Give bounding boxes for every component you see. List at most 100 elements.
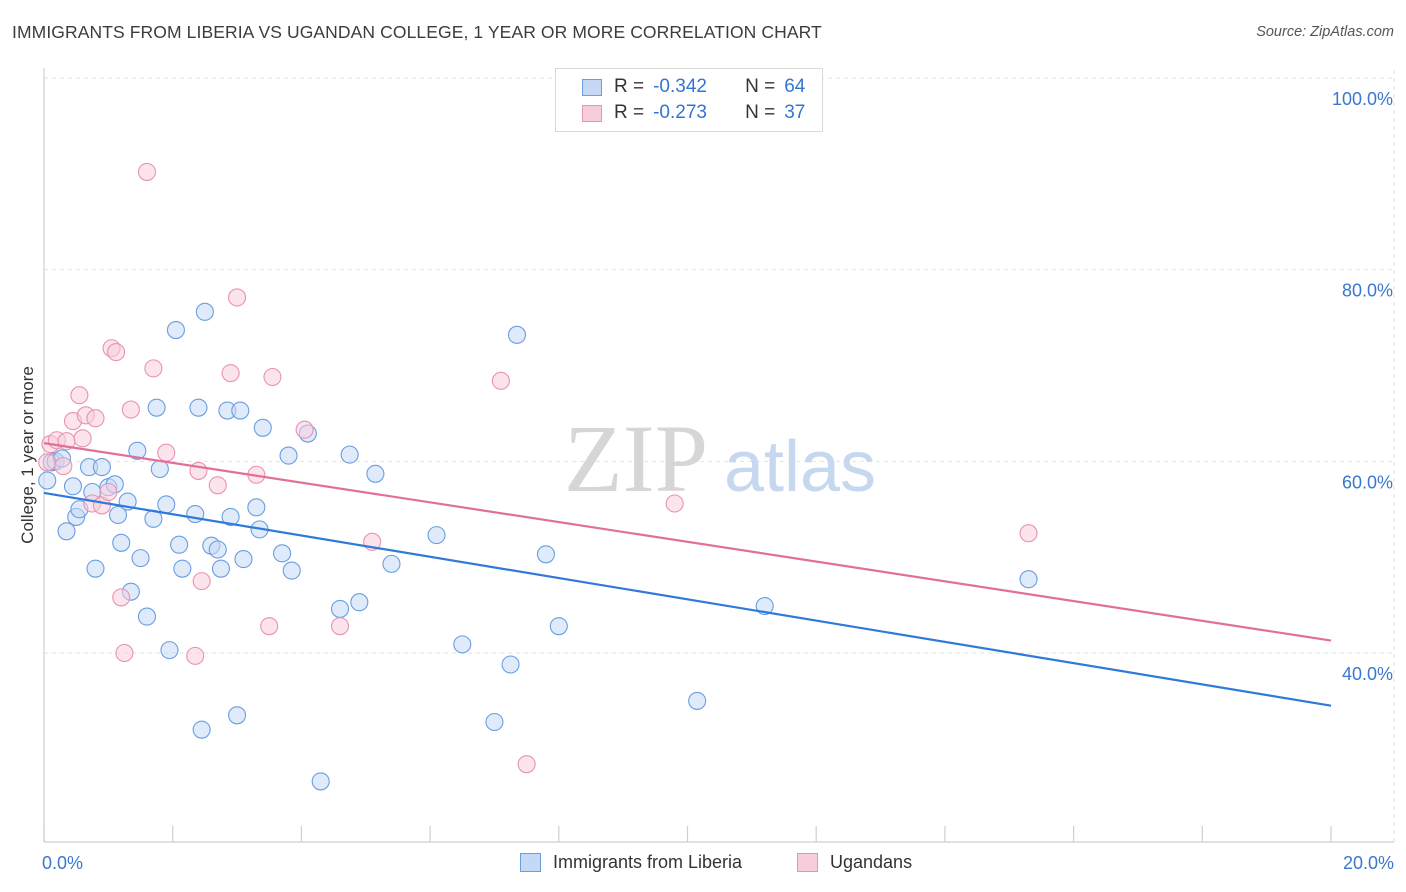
point-ugandans [107,343,126,362]
legend-n-prefix: N = [745,102,776,123]
point-liberia [1019,570,1038,589]
point-ugandans [517,755,536,774]
trend-line-liberia [43,491,1332,707]
point-ugandans [86,409,105,428]
point-liberia [330,599,350,618]
point-liberia [192,720,211,739]
point-liberia [350,593,369,612]
legend-row-liberia: R = -0.342 N = 64 [582,75,805,99]
point-liberia [189,398,208,417]
point-ugandans [99,482,118,502]
point-ugandans [1019,524,1038,543]
point-liberia [57,522,76,541]
point-liberia [63,477,83,496]
point-liberia [208,540,227,559]
point-liberia [195,302,214,321]
point-ugandans [263,367,282,387]
legend-swatch-liberia [582,78,602,96]
data-points [38,162,1038,791]
point-liberia [340,445,359,464]
series-legend: Immigrants from Liberia Ugandans [0,852,1406,876]
point-liberia [501,655,520,674]
legend-item-liberia[interactable]: Immigrants from Liberia [520,852,742,873]
legend-n-value-ugandans: 37 [784,102,806,123]
point-liberia [453,635,472,654]
point-ugandans [54,457,73,476]
point-liberia [507,325,527,344]
point-liberia [166,320,185,340]
tick-labels: 40.0% 60.0% 80.0% 100.0% 0.0% 20.0% [42,89,1394,873]
axes [43,68,1394,843]
point-liberia [157,495,176,514]
point-ugandans [208,476,227,495]
legend-n-prefix: N = [745,76,776,97]
point-ugandans [121,400,140,419]
legend-row-ugandans: R = -0.273 N = 37 [582,101,805,125]
point-liberia [221,507,240,526]
point-liberia [147,398,166,417]
point-liberia [128,441,147,460]
y-axis-label: College, 1 year or more [18,366,37,544]
y-tick-label: 100.0% [1332,89,1393,109]
y-tick-label: 80.0% [1342,281,1393,301]
point-liberia [485,712,504,732]
point-liberia [150,459,169,479]
point-ugandans [260,617,279,636]
point-liberia [137,607,157,626]
watermark-atlas: atlas [724,427,876,507]
legend-n-value-liberia: 64 [784,76,806,97]
legend-swatch-ugandans [797,853,818,872]
point-ugandans [192,572,211,591]
point-ugandans [70,386,89,405]
point-liberia [536,545,555,564]
point-liberia [170,535,189,554]
point-liberia [160,641,179,660]
x-tick-label-max: 20.0% [1343,853,1394,873]
point-liberia [173,559,192,578]
point-liberia [231,401,250,420]
chart-title: IMMIGRANTS FROM LIBERIA VS UGANDAN COLLE… [12,22,822,42]
legend-r-value-liberia: -0.342 [653,76,707,97]
point-liberia [311,772,330,791]
point-ugandans [112,588,131,607]
point-liberia [279,446,298,465]
stats-legend: R = -0.342 N = 64 R = -0.273 N = 37 [555,68,823,132]
point-liberia [108,505,128,525]
point-liberia [282,561,301,580]
point-liberia [382,554,401,573]
point-liberia [688,691,707,710]
point-ugandans [665,494,684,513]
watermark-zip: ZIP [564,405,708,512]
legend-swatch-liberia [520,853,541,872]
trend-lines [43,442,1332,707]
point-liberia [366,464,385,483]
point-ugandans [491,371,510,390]
point-ugandans [221,364,240,383]
point-ugandans [144,359,163,378]
legend-label-liberia: Immigrants from Liberia [553,852,743,872]
point-liberia [253,418,272,437]
point-ugandans [115,643,134,663]
point-liberia [234,550,253,569]
point-ugandans [330,617,350,636]
point-ugandans [228,288,247,307]
legend-label-ugandans: Ugandans [830,852,913,872]
legend-item-ugandans[interactable]: Ugandans [797,852,912,873]
point-ugandans [137,162,157,181]
trend-line-ugandans [43,442,1332,642]
legend-swatch-ugandans [582,104,602,122]
watermark: ZIP atlas [564,405,876,512]
legend-r-prefix: R = [614,102,645,123]
point-liberia [549,617,568,636]
x-tick-label-min: 0.0% [42,853,83,873]
gridlines [44,70,1395,842]
point-ugandans [295,420,314,439]
point-liberia [112,533,131,552]
point-liberia [92,458,111,477]
point-liberia [131,549,150,568]
point-liberia [228,706,247,725]
point-liberia [86,559,105,578]
point-liberia [247,498,266,517]
point-liberia [211,559,231,578]
